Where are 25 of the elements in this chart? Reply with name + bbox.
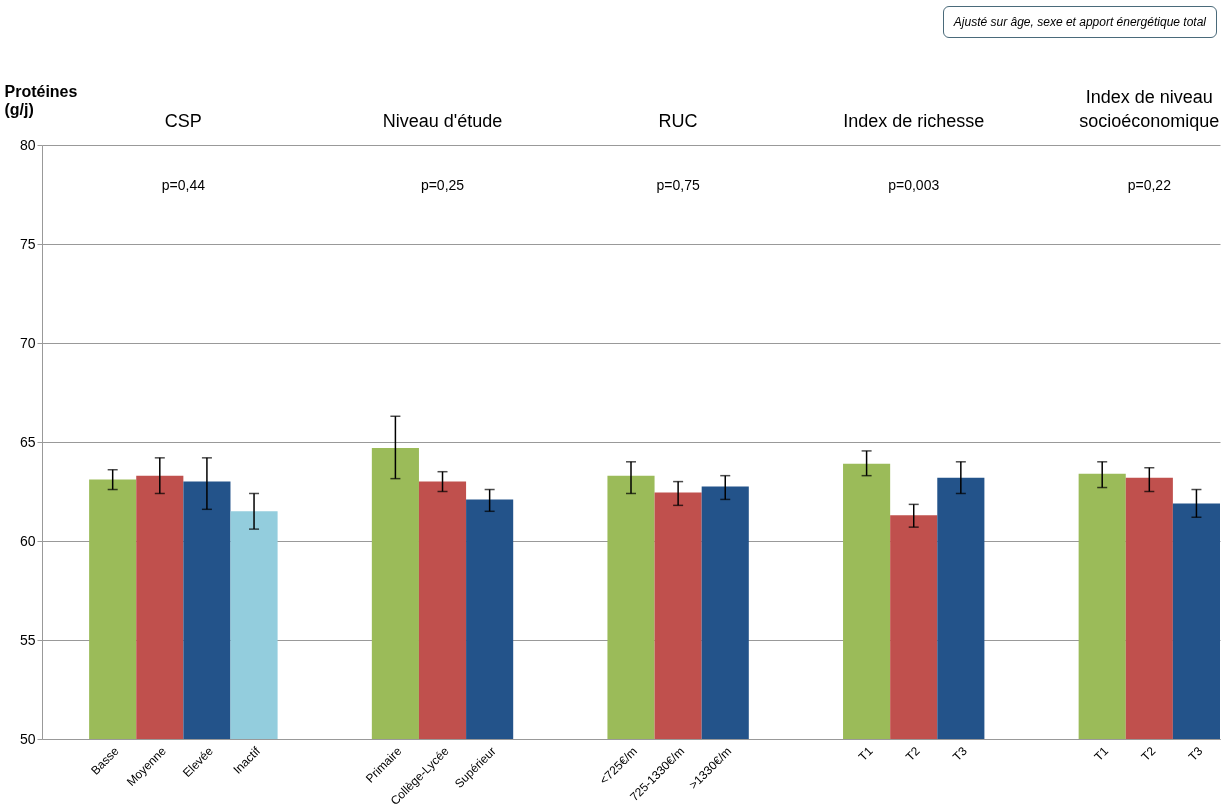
- x-tick-label: T2: [1138, 743, 1159, 764]
- y-tick-label: 75: [19, 235, 36, 252]
- y-tick-label: 55: [19, 631, 36, 648]
- x-tick-label: T1: [855, 743, 876, 764]
- text: Index de richesse: [843, 111, 985, 131]
- x-tick-label: T2: [902, 743, 923, 764]
- annotation: p=0,44: [161, 177, 206, 193]
- annotation: p=0,003: [888, 177, 940, 193]
- y-tick-label: 70: [19, 334, 36, 351]
- text: Ajusté sur âge, sexe et apport énergétique total: [942, 6, 1217, 38]
- y-tick-label: 80: [19, 136, 36, 153]
- y-tick-label: 65: [19, 433, 36, 450]
- annotation: p=0,25: [420, 177, 465, 193]
- y-tick-label: 50: [19, 730, 36, 747]
- x-tick-label: T1: [1091, 743, 1112, 764]
- annotation: p=0,22: [1127, 177, 1172, 193]
- x-tick-label: T3: [950, 743, 971, 764]
- x-tick-label: T3: [1185, 743, 1206, 764]
- text: RUC: [658, 111, 698, 131]
- text: Index de niveau socioéconomique: [1079, 87, 1220, 131]
- annotation: p=0,75: [656, 177, 700, 193]
- y-axis-title: Protéines (g/j): [4, 82, 78, 118]
- text: CSP: [164, 111, 202, 131]
- text: Niveau d'étude: [382, 111, 503, 131]
- y-tick-label: 60: [19, 532, 36, 549]
